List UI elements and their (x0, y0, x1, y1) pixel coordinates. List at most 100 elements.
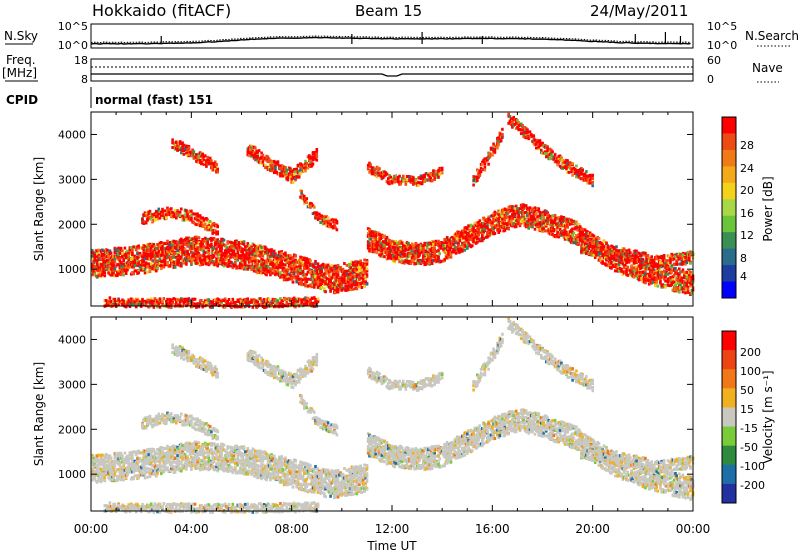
power-echo-cell (196, 257, 199, 261)
power-echo-cell (422, 248, 425, 252)
power-echo-cell (575, 175, 578, 179)
power-echo-cell (413, 254, 416, 258)
power-echo-cell (379, 242, 383, 246)
power-echo-cell (434, 239, 438, 243)
power-echo-cell (402, 252, 405, 256)
power-echo-cell (257, 250, 261, 254)
power-echo-cell (413, 262, 416, 266)
power-echo-cell (675, 269, 678, 273)
power-echo-cell (568, 162, 572, 166)
power-echo-cell (284, 273, 287, 277)
power-echo-cell (581, 172, 584, 176)
power-echo-cell (334, 286, 337, 290)
power-echo-cell (334, 278, 337, 282)
power-echo-cell (519, 219, 523, 223)
power-echo-cell (270, 251, 273, 255)
frequency-strip-frame (90, 58, 694, 82)
power-echo-cell (675, 276, 678, 280)
power-echo-cell (252, 269, 256, 273)
power-echo-cell (351, 263, 355, 267)
power-echo-cell (281, 263, 285, 267)
power-echo-cell (397, 178, 400, 182)
power-echo-cell (279, 257, 282, 261)
power-echo-cell (202, 239, 206, 243)
power-echo-cell (344, 278, 347, 282)
power-echo-cell (487, 151, 490, 155)
power-echo-cell (655, 269, 658, 272)
power-echo-cell (543, 213, 547, 217)
power-echo-cell (366, 246, 370, 250)
power-echo-cell (156, 266, 159, 270)
power-echo-cell (404, 248, 408, 252)
power-echo-cell (137, 244, 140, 248)
power-echo-cell (445, 241, 449, 245)
power-echo-cell (128, 265, 132, 269)
power-echo-cell (420, 244, 424, 248)
power-echo-cell (375, 245, 379, 249)
power-echo-cell (420, 176, 424, 180)
power-echo-cell (676, 287, 680, 291)
power-echo-cell (197, 251, 201, 255)
power-echo-cell (360, 286, 364, 289)
power-echo-cell (122, 257, 125, 261)
power-echo-cell (254, 245, 257, 248)
power-echo-cell (148, 267, 152, 271)
power-echo-cell (581, 230, 584, 234)
power-echo-cell (394, 239, 398, 243)
power-echo-cell (242, 240, 246, 244)
power-echo-cell (260, 258, 263, 261)
power-echo-cell (492, 142, 495, 146)
power-echo-cell (339, 285, 342, 289)
power-echo-cell (404, 182, 408, 186)
power-echo-cell (178, 257, 182, 261)
power-echo-cell (647, 279, 651, 283)
power-echo-cell (527, 226, 531, 230)
power-echo-cell (577, 226, 581, 230)
power-echo-cell (507, 227, 510, 231)
power-echo-cell (550, 152, 553, 156)
power-echo-cell (424, 262, 428, 266)
power-echo-cell (486, 220, 489, 224)
power-echo-cell (336, 280, 340, 284)
power-echo-data (91, 112, 695, 309)
power-echo-cell (267, 256, 271, 260)
power-echo-cell (512, 115, 515, 119)
power-echo-cell (580, 177, 583, 181)
power-echo-cell (257, 246, 261, 250)
date-title: 24/May/2011 (590, 2, 688, 20)
power-echo-cell (478, 173, 482, 177)
power-echo-cell (661, 275, 665, 278)
power-echo-cell (366, 166, 370, 170)
power-echo-cell (171, 244, 174, 248)
power-echo-cell (626, 273, 630, 277)
power-echo-cell (142, 248, 145, 252)
power-echo-cell (489, 147, 493, 151)
power-echo-cell (281, 174, 285, 178)
power-echo-cell (555, 222, 558, 226)
power-echo-cell (205, 262, 208, 265)
power-echo-cell (303, 282, 306, 286)
power-echo-cell (472, 229, 475, 233)
power-echo-cell (646, 272, 650, 276)
power-echo-cell (511, 125, 514, 129)
power-echo-cell (415, 259, 419, 263)
power-echo-cell (414, 242, 418, 246)
power-echo-cell (690, 282, 694, 286)
power-echo-cell (570, 170, 573, 174)
power-echo-cell (575, 168, 578, 172)
power-echo-cell (675, 286, 678, 289)
power-echo-cell (234, 241, 237, 245)
power-echo-cell (425, 246, 429, 250)
power-echo-cell (394, 256, 398, 260)
power-echo-cell (489, 223, 493, 227)
power-echo-cell (532, 134, 536, 138)
power-echo-cell (565, 236, 568, 240)
power-echo-cell (397, 244, 400, 248)
power-echo-cell (626, 265, 630, 269)
power-echo-cell (659, 281, 662, 285)
power-echo-cell (481, 162, 484, 166)
power-echo-cell (577, 223, 581, 227)
power-echo-cell (137, 271, 140, 275)
power-echo-cell (585, 175, 588, 179)
power-echo-cell (303, 267, 306, 270)
